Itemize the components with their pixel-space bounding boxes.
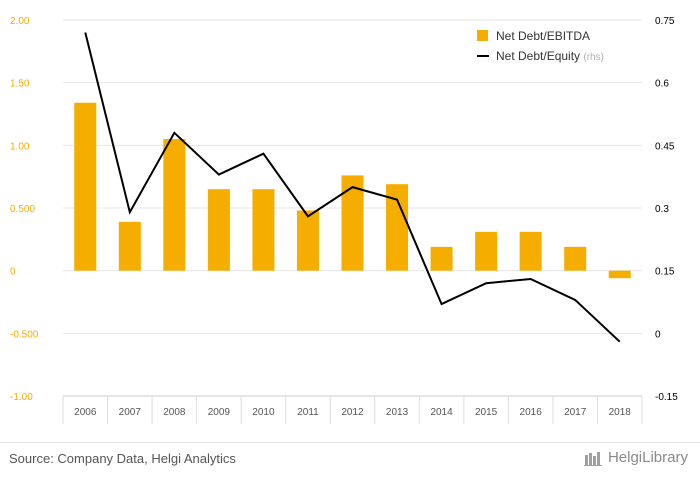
bar (74, 102, 97, 271)
y-left-tick-label: 2.00 (10, 16, 30, 27)
x-tick-label: 2009 (208, 407, 231, 418)
y-left-tick-label: -1.00 (10, 392, 33, 403)
brand-logo[interactable]: HelgiLibrary (583, 449, 688, 466)
brand-name: HelgiLibrary (607, 449, 688, 466)
y-right-tick-label: -0.15 (655, 392, 678, 403)
library-icon (583, 451, 602, 466)
x-tick-label: 2014 (430, 407, 453, 418)
x-tick-label: 2017 (564, 407, 587, 418)
x-tick-label: 2011 (297, 407, 319, 418)
bar (252, 189, 275, 271)
y-left-tick-label: -0.500 (10, 329, 39, 340)
bar (207, 189, 230, 271)
x-tick-label: 2018 (609, 407, 632, 418)
bar (564, 246, 587, 271)
y-right-tick-label: 0.45 (655, 141, 675, 152)
series-line (84, 32, 621, 343)
y-left-tick-label: 0 (10, 267, 16, 278)
bar (475, 231, 498, 271)
legend-swatch-bar (477, 30, 488, 41)
x-tick-label: 2006 (74, 407, 97, 418)
bar (386, 184, 409, 271)
bar (163, 139, 186, 271)
x-tick-label: 2007 (119, 407, 142, 418)
x-tick-label: 2012 (341, 407, 364, 418)
y-right-tick-label: 0.6 (655, 79, 669, 90)
bar (519, 231, 542, 271)
x-tick-label: 2008 (163, 407, 186, 418)
y-right-tick-label: 0.15 (655, 267, 675, 278)
x-tick-label: 2016 (520, 407, 543, 418)
y-right-tick-label: 0.75 (655, 16, 675, 27)
bar (608, 270, 631, 279)
x-tick-label: 2010 (252, 407, 275, 418)
y-right-tick-label: 0 (655, 329, 661, 340)
legend-label-bar: Net Debt/EBITDA (496, 29, 590, 43)
bar (341, 175, 364, 271)
y-left-tick-label: 0.500 (10, 204, 35, 215)
y-left-tick-label: 1.00 (10, 141, 30, 152)
footer (0, 442, 700, 484)
legend-label-line: Net Debt/Equity (rhs) (496, 49, 604, 63)
y-left-tick-label: 1.50 (10, 79, 30, 90)
source-note: Source: Company Data, Helgi Analytics (9, 451, 236, 466)
bar (430, 246, 453, 271)
bar (118, 221, 141, 271)
bar (296, 210, 319, 271)
x-tick-label: 2015 (475, 407, 498, 418)
y-right-tick-label: 0.3 (655, 204, 669, 215)
x-tick-label: 2013 (386, 407, 409, 418)
